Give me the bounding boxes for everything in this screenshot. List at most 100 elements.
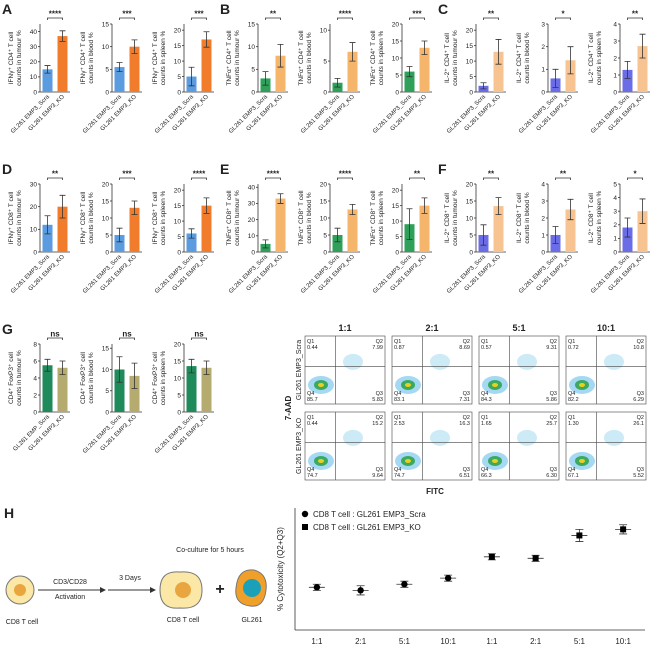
error-bar bbox=[188, 358, 195, 374]
cell-cloud bbox=[604, 353, 624, 370]
y-tick-label: 8 bbox=[33, 341, 37, 348]
y-tick-label: 0 bbox=[395, 89, 399, 96]
bar bbox=[186, 366, 197, 412]
quadrant-name: Q4 bbox=[394, 467, 401, 473]
y-axis-label: counts in spleen % bbox=[160, 30, 167, 85]
error-bar bbox=[203, 360, 210, 375]
quadrant-value: 25.7 bbox=[546, 421, 557, 427]
quadrant-name: Q3 bbox=[376, 467, 383, 473]
significance-bracket bbox=[483, 177, 499, 180]
significance-label: **** bbox=[339, 170, 352, 179]
y-tick-label: 0 bbox=[395, 249, 399, 256]
y-axis-label: counts in spleen % bbox=[160, 350, 167, 405]
cell-cloud bbox=[343, 353, 363, 370]
panel-label: E bbox=[220, 161, 229, 177]
x-tick-label: 2:1 bbox=[355, 637, 367, 646]
y-axis-label: counts in spleen % bbox=[378, 190, 385, 245]
significance-label: **** bbox=[193, 170, 206, 179]
cell-cloud bbox=[517, 353, 537, 370]
significance-label: ** bbox=[414, 170, 421, 179]
y-tick-label: 30 bbox=[30, 44, 38, 51]
y-tick-label: 10 bbox=[102, 367, 110, 374]
y-tick-label: 20 bbox=[102, 181, 110, 188]
error-bar bbox=[116, 227, 123, 243]
quadrant-name: Q2 bbox=[550, 415, 557, 421]
quadrant-value: 8.69 bbox=[459, 345, 470, 351]
y-axis-label: CD4⁺ FoxP3⁺ cell bbox=[80, 351, 87, 404]
y-tick-label: 20 bbox=[466, 27, 474, 34]
y-axis-label: counts in tumour % bbox=[16, 190, 23, 246]
y-tick-label: 15 bbox=[174, 358, 182, 365]
y-axis-label: counts in blood % bbox=[306, 32, 313, 84]
y-tick-label: 10 bbox=[320, 215, 328, 222]
quadrant-name: Q4 bbox=[394, 391, 401, 397]
quadrant-value: 9.31 bbox=[546, 345, 557, 351]
error-bar bbox=[421, 40, 428, 55]
significance-bracket bbox=[47, 17, 63, 20]
y-tick-label: 1 bbox=[541, 232, 545, 239]
quadrant-name: Q4 bbox=[481, 467, 488, 473]
y-tick-label: 15 bbox=[102, 198, 110, 205]
bar bbox=[42, 224, 53, 252]
y-axis-label: counts in tumour % bbox=[16, 30, 23, 86]
bar bbox=[404, 71, 415, 92]
y-tick-label: 5 bbox=[105, 388, 109, 395]
y-axis-label: counts in blood % bbox=[306, 192, 313, 244]
quadrant-name: Q1 bbox=[481, 339, 488, 345]
y-tick-label: 4 bbox=[541, 181, 545, 188]
bar bbox=[419, 205, 430, 252]
schematic-label: CD8 T cell bbox=[6, 619, 39, 626]
cell-cloud bbox=[318, 382, 324, 387]
y-tick-label: 10 bbox=[466, 215, 474, 222]
cell-cloud bbox=[405, 382, 411, 387]
row-label: GL261 EMP3_Scra bbox=[296, 340, 303, 400]
schematic-label: GL261 bbox=[241, 617, 262, 624]
error-bar bbox=[262, 239, 269, 249]
bar bbox=[419, 47, 430, 92]
y-tick-label: 20 bbox=[320, 181, 328, 188]
cell-cloud bbox=[579, 382, 585, 387]
bar bbox=[622, 69, 633, 92]
y-axis-label: TNFα⁺ CD8⁺ T cell bbox=[226, 190, 233, 246]
significance-bracket bbox=[191, 337, 207, 340]
significance-label: ** bbox=[488, 10, 495, 19]
y-tick-label: 3 bbox=[613, 38, 617, 45]
y-tick-label: 4 bbox=[613, 195, 617, 202]
error-bar bbox=[567, 46, 574, 75]
quadrant-name: Q4 bbox=[568, 391, 575, 397]
error-bar bbox=[59, 194, 66, 219]
error-bar bbox=[624, 217, 631, 238]
y-tick-label: 5 bbox=[105, 67, 109, 74]
y-axis-label: counts in blood % bbox=[88, 192, 95, 244]
quadrant-value: 1.65 bbox=[481, 421, 492, 427]
cell-cloud bbox=[318, 458, 324, 463]
quadrant-name: Q1 bbox=[394, 339, 401, 345]
quadrant-name: Q3 bbox=[637, 467, 644, 473]
quadrant-value: 5.52 bbox=[633, 473, 644, 479]
quadrant-name: Q3 bbox=[463, 467, 470, 473]
quadrant-value: 85.7 bbox=[307, 397, 318, 403]
y-tick-label: 5 bbox=[177, 74, 181, 81]
bar bbox=[129, 375, 140, 412]
quadrant-value: 0.57 bbox=[481, 345, 492, 351]
error-bar bbox=[44, 358, 51, 372]
significance-bracket bbox=[409, 177, 425, 180]
error-bar bbox=[277, 44, 284, 68]
error-bar bbox=[277, 193, 284, 204]
significance-label: ns bbox=[50, 330, 60, 339]
flow-plot bbox=[304, 335, 386, 405]
x-tick-label: 10:1 bbox=[440, 637, 456, 646]
bar bbox=[57, 206, 68, 252]
y-tick-label: 15 bbox=[174, 43, 182, 50]
x-tick-label: 1:1 bbox=[311, 637, 323, 646]
panel-label: F bbox=[438, 161, 447, 177]
cell-cloud bbox=[430, 429, 450, 446]
significance-bracket bbox=[265, 177, 281, 180]
error-bar bbox=[349, 42, 356, 62]
quadrant-value: 0.44 bbox=[307, 421, 318, 427]
error-bar bbox=[624, 61, 631, 79]
y-tick-label: 10 bbox=[248, 44, 256, 51]
y-tick-label: 5 bbox=[613, 181, 617, 188]
quadrant-name: Q3 bbox=[550, 391, 557, 397]
cell-cloud bbox=[604, 429, 624, 446]
